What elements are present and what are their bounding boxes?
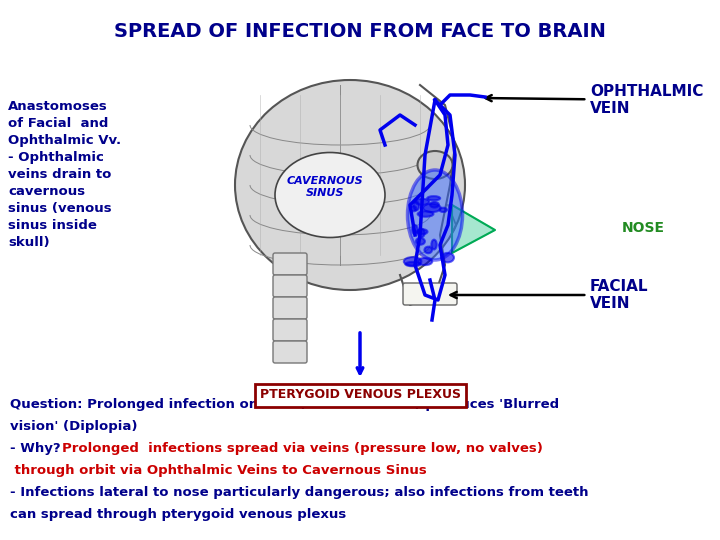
FancyBboxPatch shape: [273, 341, 307, 363]
Ellipse shape: [417, 229, 428, 234]
FancyBboxPatch shape: [403, 283, 457, 305]
FancyBboxPatch shape: [273, 253, 307, 275]
Ellipse shape: [423, 204, 441, 212]
Ellipse shape: [440, 208, 447, 212]
Ellipse shape: [404, 257, 421, 266]
Text: through orbit via Ophthalmic Veins to Cavernous Sinus: through orbit via Ophthalmic Veins to Ca…: [10, 464, 427, 477]
Ellipse shape: [427, 196, 440, 200]
Ellipse shape: [410, 206, 416, 211]
Text: Prolonged  infections spread via veins (pressure low, no valves): Prolonged infections spread via veins (p…: [62, 442, 543, 455]
Polygon shape: [452, 205, 495, 253]
Text: Question: Prolonged infection on face (lateral to nose) produces 'Blurred: Question: Prolonged infection on face (l…: [10, 398, 559, 411]
Ellipse shape: [425, 247, 432, 253]
Ellipse shape: [416, 238, 425, 245]
Text: OPHTHALMIC
VEIN: OPHTHALMIC VEIN: [485, 84, 703, 116]
FancyBboxPatch shape: [273, 275, 307, 297]
Ellipse shape: [412, 225, 418, 234]
Text: can spread through pterygoid venous plexus: can spread through pterygoid venous plex…: [10, 508, 346, 521]
Text: SPREAD OF INFECTION FROM FACE TO BRAIN: SPREAD OF INFECTION FROM FACE TO BRAIN: [114, 22, 606, 41]
Ellipse shape: [275, 152, 385, 238]
Text: - Why?: - Why?: [10, 442, 70, 455]
Ellipse shape: [418, 211, 433, 217]
FancyBboxPatch shape: [273, 319, 307, 341]
Text: PTERYGOID VENOUS PLEXUS: PTERYGOID VENOUS PLEXUS: [259, 388, 461, 402]
Ellipse shape: [430, 202, 439, 207]
Text: - Infections lateral to nose particularly dangerous; also infections from teeth: - Infections lateral to nose particularl…: [10, 486, 588, 499]
Text: vision' (Diplopia): vision' (Diplopia): [10, 420, 138, 433]
Ellipse shape: [441, 253, 454, 262]
Ellipse shape: [418, 228, 425, 237]
Text: NOSE: NOSE: [622, 221, 665, 235]
Ellipse shape: [413, 201, 419, 211]
Text: CAVERNOUS
SINUS: CAVERNOUS SINUS: [287, 176, 364, 198]
Ellipse shape: [405, 262, 420, 266]
Ellipse shape: [408, 170, 462, 260]
Ellipse shape: [418, 151, 452, 179]
FancyBboxPatch shape: [273, 297, 307, 319]
Ellipse shape: [235, 80, 465, 290]
Ellipse shape: [431, 240, 436, 249]
Text: FACIAL
VEIN: FACIAL VEIN: [451, 279, 649, 311]
Text: Anastomoses
of Facial  and
Ophthalmic Vv.
- Ophthalmic
veins drain to
cavernous
: Anastomoses of Facial and Ophthalmic Vv.…: [8, 100, 121, 249]
Ellipse shape: [415, 199, 429, 205]
Ellipse shape: [418, 258, 432, 265]
